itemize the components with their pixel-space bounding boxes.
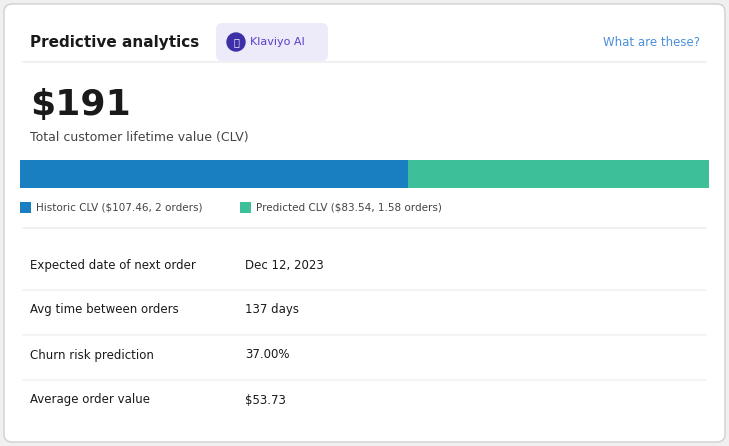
Text: What are these?: What are these? [603, 36, 700, 49]
Text: Total customer lifetime value (CLV): Total customer lifetime value (CLV) [30, 132, 249, 145]
Text: Average order value: Average order value [30, 393, 150, 406]
FancyBboxPatch shape [216, 23, 328, 61]
Text: Klaviyo AI: Klaviyo AI [250, 37, 305, 47]
Text: Historic CLV ($107.46, 2 orders): Historic CLV ($107.46, 2 orders) [36, 202, 203, 212]
FancyBboxPatch shape [4, 4, 725, 442]
Bar [408, 160, 709, 188]
Text: $53.73: $53.73 [245, 393, 286, 406]
Text: $191: $191 [30, 88, 130, 122]
Circle shape [227, 33, 245, 51]
Bar [240, 202, 251, 213]
Text: Churn risk prediction: Churn risk prediction [30, 348, 154, 362]
Text: Avg time between orders: Avg time between orders [30, 303, 179, 317]
Text: Predictive analytics: Predictive analytics [30, 34, 199, 50]
Bar [20, 160, 408, 188]
Text: Expected date of next order: Expected date of next order [30, 259, 196, 272]
Text: ⬦: ⬦ [233, 37, 239, 47]
Text: 37.00%: 37.00% [245, 348, 289, 362]
Bar [20, 202, 31, 213]
Text: Dec 12, 2023: Dec 12, 2023 [245, 259, 324, 272]
Text: Predicted CLV ($83.54, 1.58 orders): Predicted CLV ($83.54, 1.58 orders) [256, 202, 442, 212]
Text: 137 days: 137 days [245, 303, 299, 317]
